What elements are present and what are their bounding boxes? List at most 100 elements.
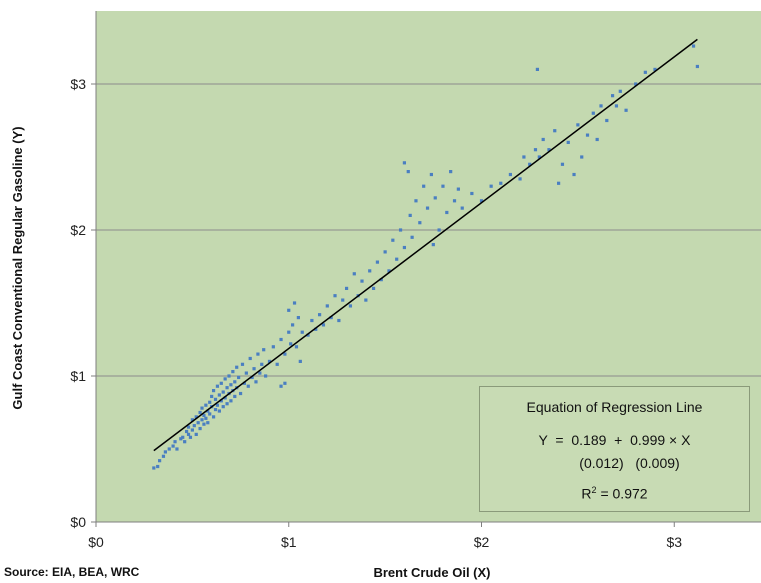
data-point xyxy=(537,155,541,159)
data-point xyxy=(200,418,204,422)
data-point xyxy=(262,348,266,352)
data-point xyxy=(221,405,225,409)
data-point xyxy=(360,279,364,283)
data-point xyxy=(368,269,372,273)
standard-errors: (0.012) (0.009) xyxy=(579,455,680,471)
data-point xyxy=(294,345,299,349)
data-point xyxy=(291,323,295,327)
data-point xyxy=(449,170,453,174)
data-point xyxy=(252,367,256,371)
data-point xyxy=(333,294,337,298)
data-point xyxy=(414,199,418,203)
data-point xyxy=(219,381,223,385)
data-point xyxy=(186,432,191,436)
data-point xyxy=(643,70,647,74)
data-point xyxy=(275,362,279,366)
y-tick-label: $0 xyxy=(70,514,86,530)
data-point xyxy=(225,386,229,390)
data-point xyxy=(395,257,399,261)
data-point xyxy=(283,352,287,356)
data-point xyxy=(171,444,175,448)
regression-equation: Y = 0.189 + 0.999 × X xyxy=(538,432,691,448)
data-point xyxy=(152,466,156,470)
data-point xyxy=(240,362,245,366)
data-point xyxy=(194,432,198,436)
data-point xyxy=(325,304,329,308)
data-point xyxy=(391,238,395,242)
data-point xyxy=(695,64,699,69)
data-point xyxy=(292,301,297,305)
data-point xyxy=(233,380,237,384)
data-point xyxy=(289,342,293,346)
data-point xyxy=(258,371,262,375)
data-point xyxy=(173,440,177,444)
r-squared: R2 = 0.972 xyxy=(480,485,749,502)
data-point xyxy=(499,181,503,185)
data-point xyxy=(163,450,167,454)
data-point xyxy=(585,133,590,137)
data-point xyxy=(215,384,220,388)
axes xyxy=(91,11,761,527)
gridlines xyxy=(96,83,761,377)
data-point xyxy=(184,429,189,434)
data-point xyxy=(225,402,229,406)
data-point xyxy=(298,359,302,363)
data-point xyxy=(383,250,387,254)
data-point xyxy=(210,394,214,399)
data-point xyxy=(211,389,216,393)
data-point xyxy=(181,435,185,439)
data-point xyxy=(213,397,218,401)
data-point xyxy=(614,104,619,108)
data-point xyxy=(223,377,227,381)
data-point xyxy=(256,352,260,356)
data-point xyxy=(402,161,407,165)
data-point xyxy=(329,316,333,320)
data-point xyxy=(217,393,221,397)
data-point xyxy=(624,108,628,112)
data-point xyxy=(518,177,522,181)
data-point xyxy=(215,403,220,407)
data-point xyxy=(479,199,484,203)
data-point xyxy=(445,210,449,215)
data-point xyxy=(599,104,603,108)
data-point xyxy=(235,365,239,369)
data-point xyxy=(223,396,227,400)
data-point xyxy=(196,421,200,425)
data-point xyxy=(156,464,160,469)
regression-equation-box: Equation of Regression Line Y = 0.189 + … xyxy=(479,386,750,512)
data-point xyxy=(202,413,206,418)
data-point xyxy=(208,412,212,416)
data-point xyxy=(248,356,252,361)
data-point xyxy=(167,447,171,451)
data-point xyxy=(398,228,403,232)
data-point xyxy=(190,428,194,432)
equation-title: Equation of Regression Line xyxy=(526,399,703,415)
source-note: Source: EIA, BEA, WRC xyxy=(4,565,140,579)
data-point xyxy=(310,318,314,323)
data-point xyxy=(296,316,300,320)
data-point xyxy=(364,298,368,302)
data-point xyxy=(375,260,380,264)
data-point xyxy=(317,313,322,317)
data-point xyxy=(183,440,187,444)
r-squared-label: R xyxy=(581,485,592,502)
data-point xyxy=(161,454,166,458)
data-point xyxy=(418,221,422,225)
regression-line xyxy=(153,38,698,452)
y-tick-label: $2 xyxy=(70,222,86,238)
data-point xyxy=(344,286,349,290)
data-point xyxy=(229,399,233,403)
data-point xyxy=(352,272,356,276)
data-point xyxy=(229,383,233,387)
data-point xyxy=(547,148,551,152)
y-tick-label: $1 xyxy=(70,368,86,384)
data-point xyxy=(260,362,264,366)
data-point xyxy=(194,415,198,419)
data-point xyxy=(204,403,208,407)
data-point xyxy=(238,391,243,396)
data-point xyxy=(460,206,464,210)
x-tick-label: $2 xyxy=(474,534,490,550)
data-point xyxy=(227,374,231,378)
data-point xyxy=(429,172,433,177)
